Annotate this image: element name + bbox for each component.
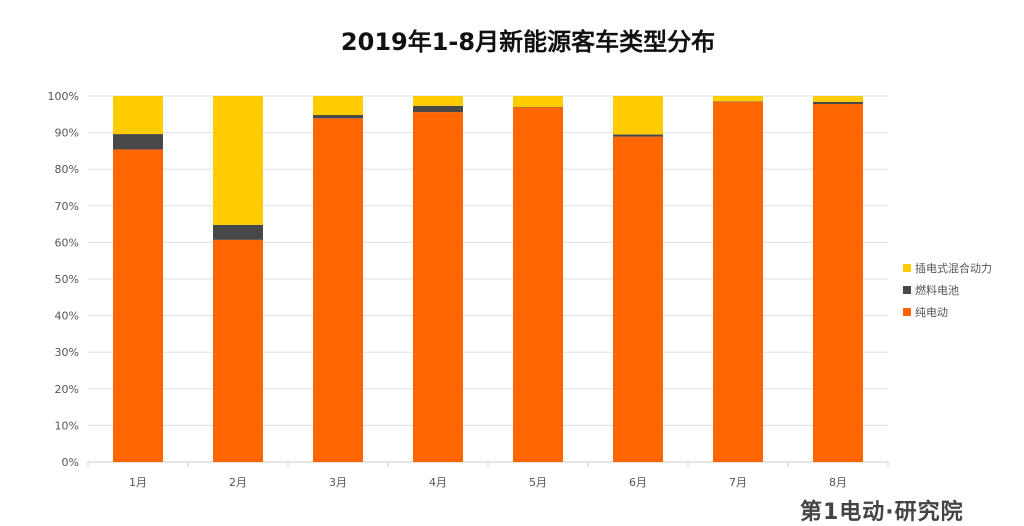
bar-segment bbox=[513, 107, 563, 462]
y-tick-label: 80% bbox=[55, 163, 79, 176]
legend-label: 燃料电池 bbox=[915, 283, 959, 297]
legend-swatch bbox=[903, 264, 911, 272]
y-tick-label: 10% bbox=[55, 419, 79, 432]
y-tick-label: 20% bbox=[55, 383, 79, 396]
bar-segment bbox=[513, 96, 563, 107]
bar-segment bbox=[213, 96, 263, 225]
bar-segment bbox=[813, 102, 863, 104]
x-tick-label: 2月 bbox=[229, 476, 247, 489]
x-tick-label: 5月 bbox=[529, 476, 547, 489]
legend-swatch bbox=[903, 308, 911, 316]
bar-segment bbox=[213, 225, 263, 240]
bar-segment bbox=[413, 96, 463, 106]
y-tick-label: 50% bbox=[55, 273, 79, 286]
bar-segment bbox=[113, 96, 163, 134]
bar-segment bbox=[613, 96, 663, 134]
y-tick-label: 70% bbox=[55, 200, 79, 213]
legend-label: 纯电动 bbox=[915, 306, 948, 319]
bar-segment bbox=[713, 102, 763, 462]
bar-segment bbox=[113, 134, 163, 149]
bar-segment bbox=[313, 115, 363, 118]
legend-swatch bbox=[903, 286, 911, 294]
bar-segment bbox=[713, 96, 763, 101]
bar-segment bbox=[813, 96, 863, 102]
bar-segment bbox=[113, 149, 163, 462]
watermark-logo: 第1电动·研究院 bbox=[800, 494, 964, 526]
x-tick-label: 1月 bbox=[129, 476, 147, 489]
x-tick-label: 3月 bbox=[329, 476, 347, 489]
y-tick-label: 60% bbox=[55, 236, 79, 249]
x-tick-label: 4月 bbox=[429, 476, 447, 489]
bar-segment bbox=[313, 96, 363, 115]
x-tick-label: 8月 bbox=[829, 476, 847, 489]
y-tick-label: 100% bbox=[48, 90, 79, 103]
bar-segment bbox=[813, 104, 863, 462]
bar-segment bbox=[613, 134, 663, 136]
x-tick-label: 7月 bbox=[729, 476, 747, 489]
bar-segment bbox=[313, 118, 363, 462]
bar-segment bbox=[213, 240, 263, 462]
bar-segment bbox=[413, 112, 463, 462]
x-tick-label: 6月 bbox=[629, 476, 647, 489]
bar-segment bbox=[613, 137, 663, 462]
y-tick-label: 30% bbox=[55, 346, 79, 359]
bar-segment bbox=[413, 106, 463, 112]
y-tick-label: 40% bbox=[55, 310, 79, 323]
y-tick-label: 0% bbox=[62, 456, 79, 469]
y-tick-label: 90% bbox=[55, 127, 79, 140]
legend-label: 插电式混合动力 bbox=[915, 261, 992, 275]
